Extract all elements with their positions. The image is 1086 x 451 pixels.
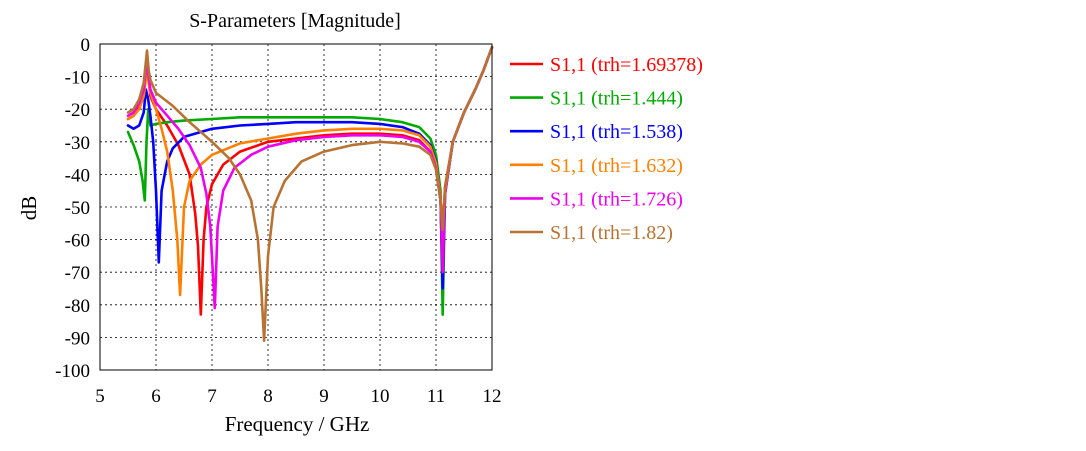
legend: S1,1 (trh=1.69378) S1,1 (trh=1.444) S1,1 (… (510, 54, 703, 244)
y-tick-label: -50 (65, 198, 90, 219)
chart-title: S-Parameters [Magnitude] (189, 10, 401, 32)
series-line (126, 45, 494, 310)
y-tick-label: -60 (65, 231, 90, 252)
legend-entry: S1,1 (trh=1.444) (550, 88, 683, 110)
series-line (126, 45, 494, 343)
plot-frame (99, 43, 493, 371)
y-axis-label: dB (17, 196, 41, 221)
x-tick-label: 12 (483, 386, 502, 407)
y-tick-label: -40 (65, 165, 90, 186)
legend-entry: S1,1 (trh=1.538) (550, 121, 683, 143)
y-tick-label: -10 (65, 68, 90, 89)
x-tick-label: 10 (371, 386, 390, 407)
x-tick-label: 6 (151, 386, 161, 407)
x-tick-label: 5 (95, 386, 105, 407)
y-tick-label: -100 (55, 361, 90, 382)
legend-entry: S1,1 (trh=1.632) (550, 155, 683, 177)
legend-entry: S1,1 (trh=1.69378) (550, 54, 703, 76)
legend-entry: S1,1 (trh=1.726) (550, 188, 683, 210)
y-axis-ticks: 0 -10 -20 -30 -40 -50 -60 -70 -80 -90 -100 (55, 35, 90, 382)
y-tick-label: -90 (65, 328, 90, 349)
x-tick-label: 8 (263, 386, 273, 407)
series-group (126, 45, 494, 343)
x-axis-ticks: 5 6 7 8 9 10 11 12 (95, 386, 501, 407)
x-tick-label: 11 (427, 386, 445, 407)
y-tick-label: -80 (65, 296, 90, 317)
x-axis-label: Frequency / GHz (225, 412, 370, 436)
y-tick-label: 0 (81, 35, 91, 56)
y-tick-label: -30 (65, 133, 90, 154)
legend-entry: S1,1 (trh=1.82) (550, 222, 673, 244)
x-tick-label: 7 (207, 386, 217, 407)
y-tick-label: -20 (65, 100, 90, 121)
x-tick-label: 9 (319, 386, 329, 407)
y-tick-label: -70 (65, 263, 90, 284)
